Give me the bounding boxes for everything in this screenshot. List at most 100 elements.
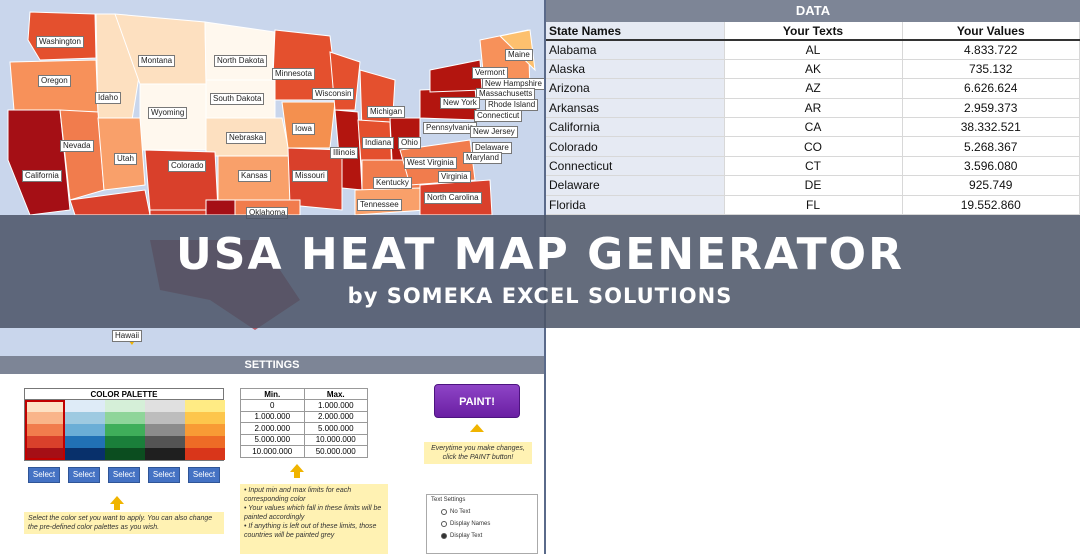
palette-swatch[interactable] bbox=[185, 436, 225, 448]
palette-swatch[interactable] bbox=[105, 436, 145, 448]
palette-swatch[interactable] bbox=[105, 424, 145, 436]
min-cell[interactable]: 1.000.000 bbox=[240, 410, 305, 423]
palette-swatch[interactable] bbox=[65, 448, 105, 460]
state-value-cell[interactable]: 3.596.080 bbox=[902, 156, 1080, 177]
state-text-cell[interactable]: AL bbox=[724, 40, 903, 60]
palette-column-greys[interactable] bbox=[145, 400, 185, 460]
state-text-cell[interactable]: DE bbox=[724, 175, 903, 196]
state-text-cell[interactable]: CO bbox=[724, 136, 903, 157]
usa-heat-map bbox=[7, 11, 536, 345]
text-option-display-text[interactable]: Display Text bbox=[441, 533, 533, 539]
min-cell[interactable]: 2.000.000 bbox=[240, 422, 305, 435]
state-label-minnesota: Minnesota bbox=[272, 68, 315, 80]
min-cell[interactable]: 10.000.000 bbox=[240, 445, 305, 458]
state-label-missouri: Missouri bbox=[292, 170, 328, 182]
heat-map-preview: Washington Montana North Dakota Minnesot… bbox=[0, 0, 546, 356]
palette-swatch[interactable] bbox=[25, 400, 65, 412]
state-text-cell[interactable]: AR bbox=[724, 98, 903, 119]
state-value-cell[interactable]: 4.833.722 bbox=[902, 40, 1080, 60]
palette-swatch[interactable] bbox=[65, 436, 105, 448]
state-name-cell[interactable]: Colorado bbox=[546, 136, 725, 157]
min-cell[interactable]: 0 bbox=[240, 399, 305, 412]
banner-subtitle: by SOMEKA EXCEL SOLUTIONS bbox=[347, 284, 733, 308]
state-value-cell[interactable]: 735.132 bbox=[902, 59, 1080, 80]
palette-swatch[interactable] bbox=[105, 400, 145, 412]
state-name-cell[interactable]: Alabama bbox=[546, 40, 725, 60]
palette-swatch[interactable] bbox=[25, 412, 65, 424]
map-abbr: UT bbox=[660, 365, 670, 372]
state-label-virginia: Virginia bbox=[438, 171, 471, 183]
map-abbr: AZ bbox=[654, 430, 663, 437]
palette-swatch[interactable] bbox=[185, 412, 225, 424]
palette-swatch[interactable] bbox=[145, 436, 185, 448]
state-name-cell[interactable]: Florida bbox=[546, 195, 725, 216]
radio-icon[interactable] bbox=[441, 521, 447, 527]
palette-swatch[interactable] bbox=[145, 448, 185, 460]
palette-swatch[interactable] bbox=[65, 412, 105, 424]
select-reds-button[interactable]: Select bbox=[28, 467, 60, 483]
state-text-cell[interactable]: AK bbox=[724, 59, 903, 80]
palette-column-reds[interactable] bbox=[25, 400, 65, 460]
text-option-no-text[interactable]: No Text bbox=[441, 509, 533, 515]
palette-swatch[interactable] bbox=[25, 424, 65, 436]
palette-instruction-note: Select the color set you want to apply. … bbox=[24, 512, 224, 534]
state-label-idaho: Idaho bbox=[95, 92, 122, 104]
map-abbr: WV bbox=[954, 377, 966, 384]
palette-swatch[interactable] bbox=[185, 400, 225, 412]
state-text-cell[interactable]: FL bbox=[724, 195, 903, 216]
state-name-cell[interactable]: Alaska bbox=[546, 59, 725, 80]
select-greys-button[interactable]: Select bbox=[148, 467, 180, 483]
palette-swatch[interactable] bbox=[105, 412, 145, 424]
radio-selected-icon[interactable] bbox=[441, 533, 447, 539]
state-label-hawaii: Hawaii bbox=[112, 330, 143, 342]
palette-swatch[interactable] bbox=[65, 400, 105, 412]
palette-column-greens[interactable] bbox=[105, 400, 145, 460]
palette-column-oranges[interactable] bbox=[185, 400, 225, 460]
palette-swatch[interactable] bbox=[185, 448, 225, 460]
state-name-cell[interactable]: Delaware bbox=[546, 175, 725, 196]
min-cell[interactable]: 5.000.000 bbox=[240, 433, 305, 446]
state-value-cell[interactable]: 2.959.373 bbox=[902, 98, 1080, 119]
max-cell[interactable]: 5.000.000 bbox=[303, 422, 368, 435]
arrow-up-icon bbox=[290, 464, 304, 472]
state-value-cell[interactable]: 38.332.521 bbox=[902, 117, 1080, 138]
state-name-cell[interactable]: Arkansas bbox=[546, 98, 725, 119]
max-cell[interactable]: 1.000.000 bbox=[303, 399, 368, 412]
state-value-cell[interactable]: 6.626.624 bbox=[902, 78, 1080, 99]
select-oranges-button[interactable]: Select bbox=[188, 467, 220, 483]
palette-swatch[interactable] bbox=[25, 448, 65, 460]
state-value-cell[interactable]: 19.552.860 bbox=[902, 195, 1080, 216]
palette-swatch[interactable] bbox=[105, 448, 145, 460]
max-cell[interactable]: 2.000.000 bbox=[303, 410, 368, 423]
max-cell[interactable]: 50.000.000 bbox=[303, 445, 368, 458]
arrow-up-icon bbox=[470, 424, 484, 432]
state-value-cell[interactable]: 925.749 bbox=[902, 175, 1080, 196]
state-name-cell[interactable]: Connecticut bbox=[546, 156, 725, 177]
palette-swatch[interactable] bbox=[65, 424, 105, 436]
state-text-cell[interactable]: AZ bbox=[724, 78, 903, 99]
state-name-cell[interactable]: California bbox=[546, 117, 725, 138]
state-text-cell[interactable]: CA bbox=[724, 117, 903, 138]
paint-button[interactable]: PAINT! bbox=[434, 384, 520, 418]
text-option-display-names[interactable]: Display Names bbox=[441, 521, 533, 527]
select-blues-button[interactable]: Select bbox=[68, 467, 100, 483]
state-text-cell[interactable]: CT bbox=[724, 156, 903, 177]
state-value-cell[interactable]: 5.268.367 bbox=[902, 136, 1080, 157]
palette-column-blues[interactable] bbox=[65, 400, 105, 460]
state-label-maryland: Maryland bbox=[463, 152, 502, 164]
state-name-cell[interactable]: Arizona bbox=[546, 78, 725, 99]
text-settings-box: Text Settings No Text Display Names Disp… bbox=[426, 494, 538, 554]
radio-icon[interactable] bbox=[441, 509, 447, 515]
map-abbr: NM bbox=[711, 433, 722, 440]
palette-swatch[interactable] bbox=[145, 424, 185, 436]
select-greens-button[interactable]: Select bbox=[108, 467, 140, 483]
palette-swatch[interactable] bbox=[145, 412, 185, 424]
arrow-up-icon bbox=[110, 496, 124, 504]
state-label-north-carolina: North Carolina bbox=[424, 192, 482, 204]
palette-swatch[interactable] bbox=[25, 436, 65, 448]
state-label-west-virginia: West Virginia bbox=[404, 157, 457, 169]
state-label-montana: Montana bbox=[138, 55, 176, 67]
palette-swatch[interactable] bbox=[145, 400, 185, 412]
max-cell[interactable]: 10.000.000 bbox=[303, 433, 368, 446]
palette-swatch[interactable] bbox=[185, 424, 225, 436]
